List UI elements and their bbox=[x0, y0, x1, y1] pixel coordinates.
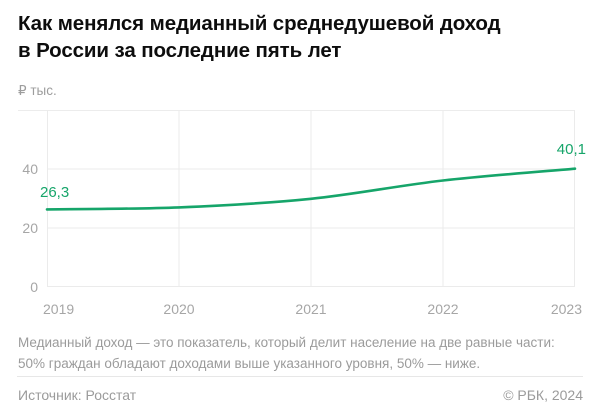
y-tick-20: 20 bbox=[22, 220, 38, 236]
page-title-line-2: в России за последние пять лет bbox=[18, 39, 342, 62]
footnote: Медианный доход — это показатель, которы… bbox=[18, 333, 584, 374]
plot-top-border bbox=[18, 110, 575, 111]
y-tick-0: 0 bbox=[30, 279, 38, 295]
first-point-value-label: 26,3 bbox=[40, 184, 70, 201]
source-label: Источник: Росстат bbox=[18, 387, 137, 403]
x-tick-2021: 2021 bbox=[295, 301, 327, 317]
x-tick-2023: 2023 bbox=[550, 301, 582, 317]
last-point-value-label: 40,1 bbox=[556, 141, 586, 158]
page-title: Как менялся медианный среднедушевой дохо… bbox=[18, 10, 588, 64]
footer-divider bbox=[17, 376, 583, 377]
y-tick-40: 40 bbox=[22, 161, 38, 177]
page-title-line-1: Как менялся медианный среднедушевой дохо… bbox=[18, 12, 501, 35]
y-axis-units-label: ₽ тыс. bbox=[18, 83, 57, 98]
x-tick-2020: 2020 bbox=[163, 301, 195, 317]
x-tick-2022: 2022 bbox=[427, 301, 459, 317]
footnote-line-1: Медианный доход — это показатель, которы… bbox=[18, 335, 555, 350]
income-line-chart bbox=[45, 110, 577, 287]
footnote-line-2: 50% граждан обладают доходами выше указа… bbox=[18, 355, 481, 371]
x-tick-2019: 2019 bbox=[43, 301, 75, 317]
copyright-label: © РБК, 2024 bbox=[503, 387, 583, 403]
